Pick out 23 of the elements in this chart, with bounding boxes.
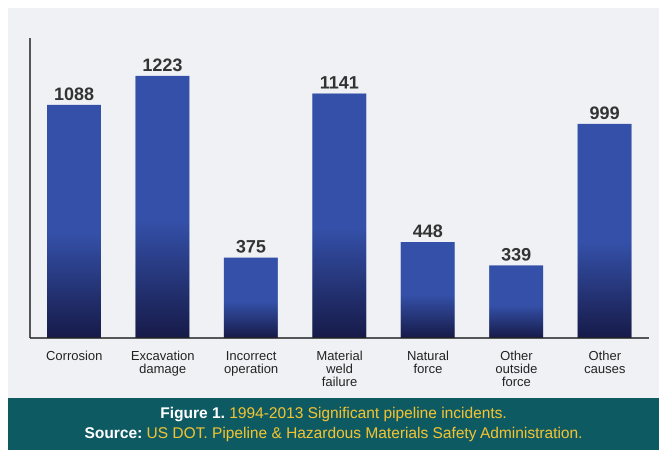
data-label: 1141 xyxy=(320,72,359,92)
bar xyxy=(312,94,366,338)
data-label: 1088 xyxy=(54,84,94,104)
x-tick-label: Excavation damage xyxy=(130,348,194,376)
bar xyxy=(135,76,190,338)
data-label: 339 xyxy=(501,244,532,264)
x-tick-label: Other causes xyxy=(584,348,626,376)
data-label: 375 xyxy=(236,236,266,257)
x-tick-label: Corrosion xyxy=(46,348,102,363)
x-tick-label: Natural force xyxy=(406,348,449,376)
source-note: Source: US DOT. Pipeline & Hazardous Materials Safety Administration. xyxy=(84,425,582,442)
bar xyxy=(578,124,632,338)
data-label: 448 xyxy=(412,221,443,241)
bar xyxy=(47,104,101,338)
bar xyxy=(224,258,278,338)
data-label: 1223 xyxy=(142,54,182,75)
x-tick-label: Material weld failure xyxy=(316,348,363,389)
x-tick-label: Incorrect operation xyxy=(224,348,278,376)
data-label: 999 xyxy=(590,102,620,123)
bar xyxy=(400,242,455,338)
bar xyxy=(489,265,544,338)
caption: Figure 1. 1994-2013 Significant pipeline incidents. xyxy=(160,405,507,422)
x-tick-label: Other outside force xyxy=(495,348,538,389)
